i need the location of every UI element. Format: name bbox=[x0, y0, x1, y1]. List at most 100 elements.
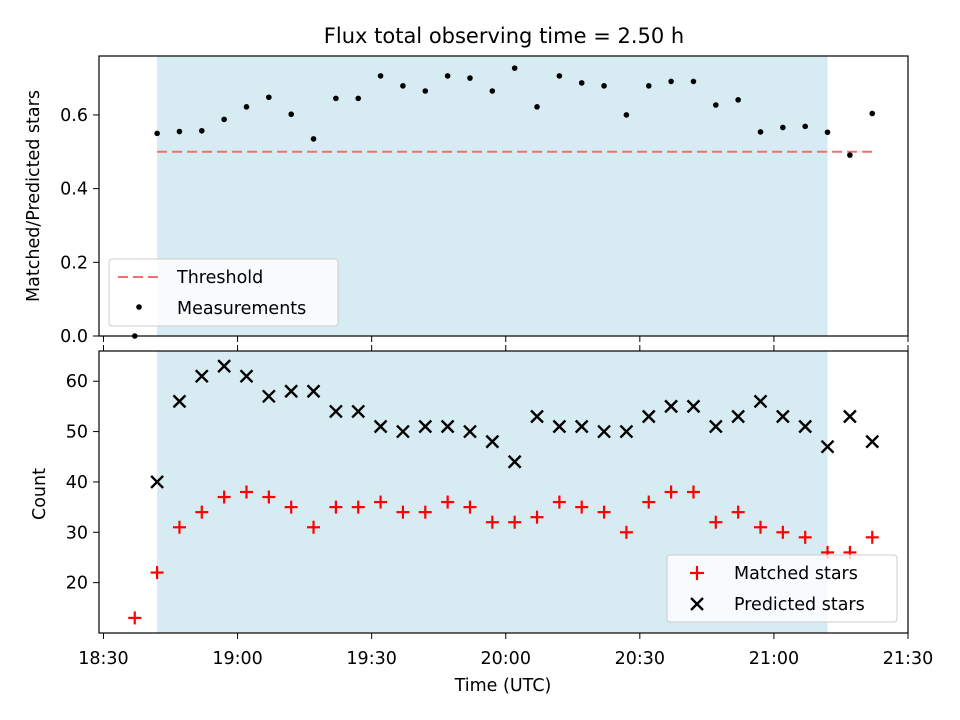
predicted-star-point bbox=[708, 419, 723, 434]
predicted-star-point bbox=[798, 419, 813, 434]
predicted-star-point bbox=[440, 419, 455, 434]
measurement-point bbox=[847, 152, 853, 158]
matched-star-point bbox=[351, 500, 365, 514]
matched-star-point bbox=[463, 500, 477, 514]
predicted-star-point bbox=[843, 409, 857, 424]
matched-star-point bbox=[664, 485, 678, 499]
measurement-point bbox=[489, 88, 496, 94]
x-tick-label: 21:30 bbox=[883, 649, 933, 669]
ratio-y-ticks: 0.0 0.2 0.4 0.6 bbox=[60, 106, 99, 347]
count-axes-frame bbox=[98, 350, 909, 634]
measurement-point bbox=[400, 83, 406, 89]
x-tick-label: 18:30 bbox=[78, 649, 128, 669]
measurement-point bbox=[690, 78, 697, 85]
count-y-axis-label: Count bbox=[30, 468, 50, 520]
ratio-x-ticks bbox=[102, 336, 909, 342]
x-axis-label: Time (UTC) bbox=[454, 676, 552, 696]
legend-matched-label: Matched stars bbox=[734, 564, 858, 584]
matched-star-point bbox=[731, 505, 745, 519]
predicted-star-point bbox=[865, 434, 880, 449]
x-tick-label: 19:30 bbox=[346, 649, 396, 669]
predicted-star-point bbox=[820, 439, 835, 454]
matched-star-point bbox=[508, 515, 522, 529]
y-tick-label: 0.4 bbox=[60, 180, 88, 200]
predicted-star-point bbox=[261, 389, 276, 404]
measurement-point bbox=[221, 116, 227, 123]
measurement-point bbox=[780, 124, 786, 131]
y-tick-label: 40 bbox=[66, 473, 88, 493]
measurement-point bbox=[310, 136, 317, 142]
measurement-point bbox=[377, 73, 384, 79]
ratio-y-axis-label: Matched/Predicted stars bbox=[24, 90, 44, 302]
y-tick-label: 50 bbox=[66, 423, 88, 443]
ratio-legend: Threshold Measurements bbox=[108, 258, 339, 327]
matched-star-point bbox=[575, 500, 589, 514]
matched-star-point bbox=[642, 495, 656, 509]
matched-star-point bbox=[217, 490, 231, 504]
count-legend: Matched stars Predicted stars bbox=[666, 554, 898, 623]
matched-star-point bbox=[597, 505, 611, 519]
measurement-point bbox=[556, 73, 563, 79]
y-tick-label: 20 bbox=[66, 574, 88, 594]
count-panel: 20 30 40 50 60 18:30 19:00 19:30 20:00 20:30 21:0… bbox=[30, 345, 933, 696]
predicted-star-point bbox=[664, 399, 678, 414]
predicted-star-point bbox=[351, 404, 366, 419]
matched-star-point bbox=[329, 500, 343, 514]
matched-star-point bbox=[530, 510, 544, 524]
measurement-point bbox=[266, 94, 272, 101]
measurement-point bbox=[668, 78, 674, 85]
y-tick-label: 0.6 bbox=[60, 106, 88, 126]
predicted-star-point bbox=[574, 419, 589, 434]
matched-star-point bbox=[865, 530, 879, 544]
measurement-point bbox=[422, 88, 429, 94]
predicted-star-point bbox=[194, 369, 209, 384]
x-tick-label: 20:30 bbox=[615, 649, 665, 669]
legend-measurements-label: Measurements bbox=[177, 299, 306, 319]
ratio-panel: 0.0 0.2 0.4 0.6 Matched/Predicted stars Thr… bbox=[24, 55, 909, 347]
predicted-star-point bbox=[306, 384, 321, 399]
legend-predicted-label: Predicted stars bbox=[734, 595, 865, 615]
matched-star-point bbox=[418, 505, 432, 519]
y-tick-label: 30 bbox=[66, 523, 88, 543]
measurement-point bbox=[735, 97, 741, 103]
measurement-point bbox=[578, 80, 585, 86]
matched-star-point bbox=[552, 495, 566, 509]
matched-star-point bbox=[798, 530, 812, 544]
measurement-point bbox=[534, 104, 540, 110]
chart-title: Flux total observing time = 2.50 h bbox=[324, 24, 684, 48]
matched-star-point bbox=[195, 505, 209, 519]
predicted-star-point bbox=[641, 409, 656, 424]
predicted-star-point bbox=[776, 409, 790, 424]
matched-star-point bbox=[307, 520, 321, 534]
predicted-star-point bbox=[284, 384, 299, 399]
predicted-star-point bbox=[686, 399, 701, 414]
measurement-point bbox=[199, 127, 205, 134]
y-tick-label: 0.2 bbox=[60, 253, 88, 273]
measurement-point bbox=[154, 130, 160, 137]
x-tick-label: 19:00 bbox=[212, 649, 262, 669]
matched-star-point bbox=[374, 495, 388, 509]
predicted-star-point bbox=[396, 424, 410, 439]
matched-star-point bbox=[709, 515, 723, 529]
y-tick-label: 60 bbox=[66, 372, 88, 392]
measurement-point bbox=[467, 75, 473, 81]
ratio-axes-frame bbox=[98, 55, 909, 337]
measurement-point bbox=[757, 129, 764, 135]
predicted-star-point bbox=[507, 454, 522, 469]
measurement-point bbox=[869, 110, 876, 117]
matched-star-point bbox=[150, 566, 164, 580]
measurement-point bbox=[288, 111, 294, 118]
x-tick-label: 21:00 bbox=[749, 649, 799, 669]
predicted-star-point bbox=[597, 424, 611, 439]
predicted-star-point bbox=[239, 369, 254, 384]
predicted-star-point bbox=[463, 424, 477, 439]
y-tick-label: 0.0 bbox=[60, 327, 88, 347]
predicted-star-point bbox=[619, 424, 634, 439]
matched-star-point bbox=[619, 525, 633, 539]
legend-matched-swatch bbox=[690, 566, 704, 580]
ratio-legend-box bbox=[108, 258, 339, 327]
legend-threshold-label: Threshold bbox=[176, 268, 263, 288]
predicted-star-point bbox=[150, 475, 164, 489]
measurement-point bbox=[243, 104, 250, 110]
